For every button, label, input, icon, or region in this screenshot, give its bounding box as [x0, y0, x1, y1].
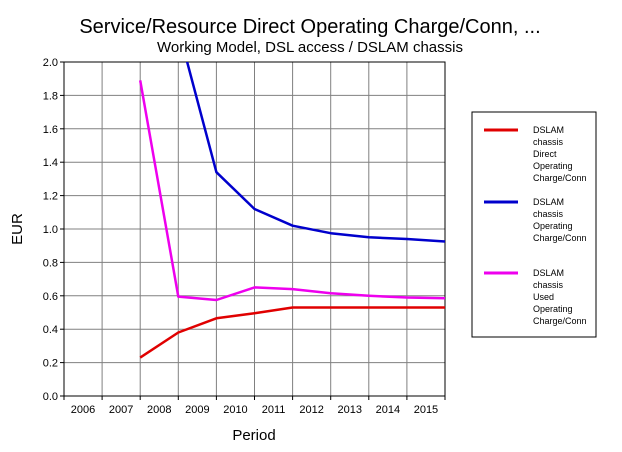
y-axis-ticks: 0.0 0.2 0.4 0.6 0.8 1.0 1.2 1.4 1.6 1.8 2.0	[43, 57, 64, 403]
grid-lines	[64, 61, 445, 397]
legend-entry-line: DSLAM	[533, 125, 564, 135]
y-tick-label: 1.0	[43, 224, 58, 236]
y-tick-label: 0.6	[43, 291, 58, 303]
legend-entry-line: Operating	[533, 304, 573, 314]
x-tick-label: 2011	[262, 404, 286, 416]
chart-subtitle: Working Model, DSL access / DSLAM chassi…	[157, 39, 463, 56]
series-lines	[138, 62, 445, 359]
series-line-3	[138, 80, 445, 302]
y-tick-label: 0.4	[43, 324, 58, 336]
legend-entry-1: DSLAM chassis Direct Operating Charge/Conn	[533, 125, 587, 183]
legend-entry-line: DSLAM	[533, 197, 564, 207]
x-tick-label: 2012	[299, 404, 323, 416]
legend-entry-line: chassis	[533, 137, 564, 147]
legend-entry-line: Charge/Conn	[533, 316, 587, 326]
series-line-1	[139, 306, 445, 359]
legend-entry-line: DSLAM	[533, 268, 564, 278]
legend-entry-line: chassis	[533, 280, 564, 290]
legend-entry-line: Direct	[533, 149, 557, 159]
legend-entry-line: Charge/Conn	[533, 233, 587, 243]
y-tick-label: 0.8	[43, 257, 58, 269]
legend-entry-line: Operating	[533, 221, 573, 231]
y-tick-label: 1.4	[43, 157, 58, 169]
x-tick-label: 2008	[147, 404, 171, 416]
legend: DSLAM chassis Direct Operating Charge/ConnDS…	[484, 125, 587, 326]
legend-entry-line: Operating	[533, 161, 573, 171]
y-axis-label: EUR	[9, 213, 26, 245]
y-tick-label: 1.6	[43, 124, 58, 136]
legend-box	[471, 111, 597, 338]
x-tick-label: 2006	[71, 404, 95, 416]
y-tick-label: 0.0	[43, 391, 58, 403]
legend-entry-3: DSLAM chassis Used Operating Charge/Conn	[533, 268, 587, 326]
legend-entry-line: Used	[533, 292, 554, 302]
legend-entry-2: DSLAM chassis Operating Charge/Conn	[533, 197, 587, 243]
x-axis-ticks: 2006 2007 2008 2009 2010 2011 2012 2013 2014 2015	[63, 396, 446, 416]
x-tick-label: 2013	[338, 404, 362, 416]
x-tick-label: 2009	[185, 404, 209, 416]
series-line-2	[185, 62, 445, 243]
y-tick-label: 1.8	[43, 90, 58, 102]
x-tick-label: 2007	[109, 404, 133, 416]
y-tick-label: 2.0	[43, 57, 58, 69]
x-tick-label: 2010	[223, 404, 247, 416]
chart-title: Service/Resource Direct Operating Charge…	[79, 16, 540, 38]
y-tick-label: 1.2	[43, 191, 58, 203]
legend-entry-line: chassis	[533, 209, 564, 219]
x-tick-label: 2015	[414, 404, 438, 416]
x-axis-label: Period	[232, 427, 275, 444]
legend-entry-line: Charge/Conn	[533, 173, 587, 183]
y-tick-label: 0.2	[43, 358, 58, 370]
x-tick-label: 2014	[376, 404, 400, 416]
